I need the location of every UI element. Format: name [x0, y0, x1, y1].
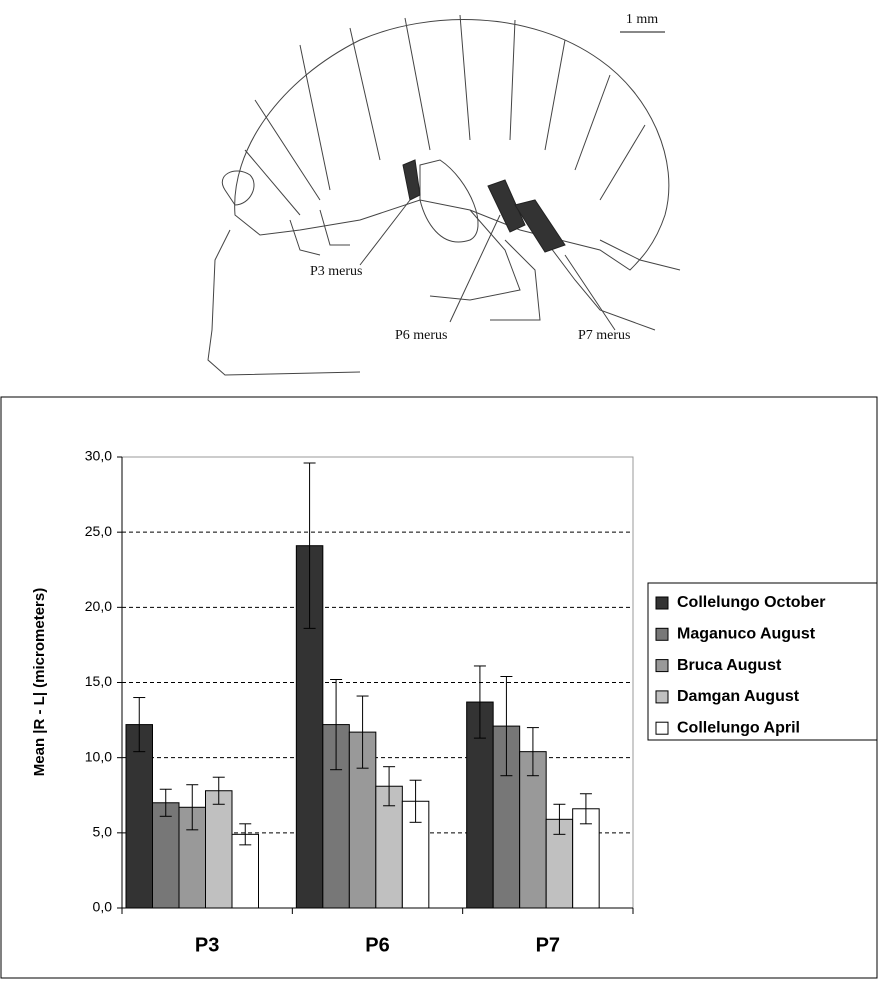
x-tick-label: P6: [365, 934, 389, 956]
y-tick-label: 5,0: [93, 824, 113, 840]
legend-label: Collelungo October: [677, 594, 825, 611]
illustration-label: P3 merus: [310, 264, 363, 279]
y-tick-label: 15,0: [85, 673, 112, 689]
y-tick-label: 30,0: [85, 448, 112, 464]
legend-label: Damgan August: [677, 688, 800, 705]
bar: [153, 803, 180, 908]
y-axis-title: Mean |R - L| (micrometers): [31, 588, 48, 776]
legend-swatch: [656, 660, 668, 672]
legend-label: Bruca August: [677, 657, 782, 674]
illustration-label: P7 merus: [578, 328, 631, 343]
y-tick-label: 0,0: [93, 899, 113, 915]
legend-swatch: [656, 722, 668, 734]
y-tick-label: 20,0: [85, 598, 112, 614]
legend-swatch: [656, 597, 668, 609]
x-tick-label: P3: [195, 934, 219, 956]
bar: [206, 791, 233, 908]
x-tick-label: P7: [536, 934, 560, 956]
legend-label: Maganuco August: [677, 626, 816, 643]
scale-bar-label: 1 mm: [626, 12, 658, 27]
illustration-label: P6 merus: [395, 328, 448, 343]
legend-label: Collelungo April: [677, 719, 800, 736]
y-tick-label: 25,0: [85, 523, 112, 539]
legend-swatch: [656, 628, 668, 640]
amphipod-drawing: [208, 15, 680, 375]
y-tick-label: 10,0: [85, 748, 112, 764]
bar: [232, 834, 259, 908]
figure: 1 mm P3 merus P6 merus P7 merus Mean |R …: [0, 0, 878, 979]
legend-swatch: [656, 691, 668, 703]
